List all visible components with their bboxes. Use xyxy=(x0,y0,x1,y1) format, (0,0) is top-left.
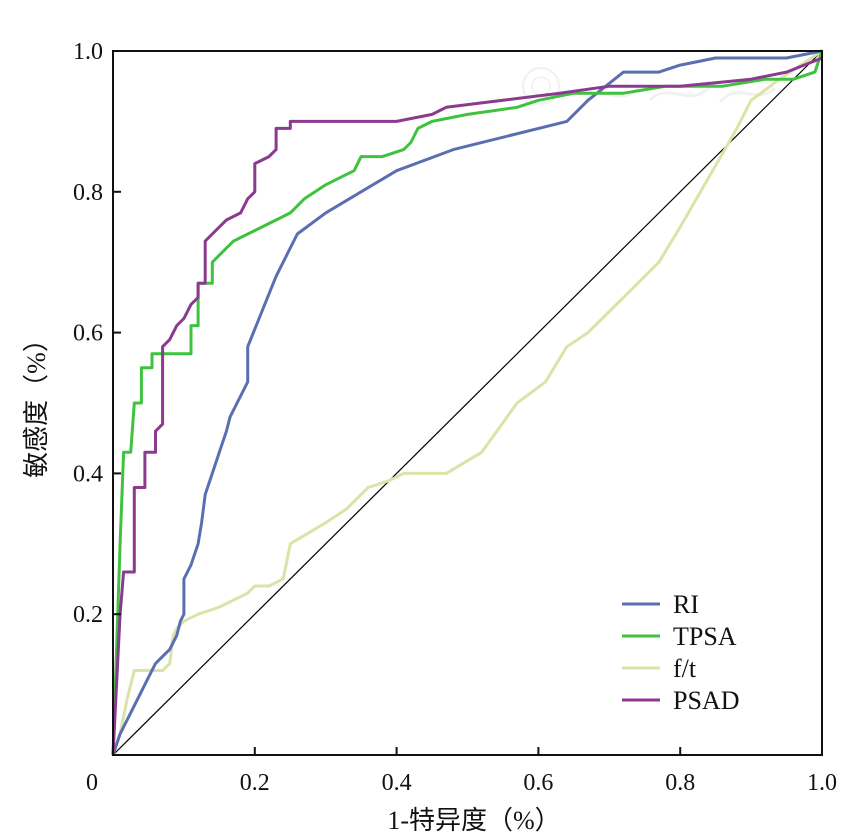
legend: RI TPSA f/t PSAD xyxy=(622,590,739,715)
legend-label-f-t: f/t xyxy=(673,654,697,683)
y-tick-label: 0.8 xyxy=(73,180,103,206)
reference-line-chance xyxy=(112,50,823,756)
watermark-seal xyxy=(522,67,560,105)
series-line-tpsa xyxy=(111,50,824,756)
y-tick-label: 0.6 xyxy=(73,321,103,347)
watermark-seal-inner xyxy=(531,76,551,96)
series-line-psad xyxy=(111,56,823,756)
legend-label-tpsa: TPSA xyxy=(673,622,737,651)
axes: 0 0.2 0.4 0.6 0.8 1.0 0.2 0.4 0.6 0.8 1.0 xyxy=(73,39,837,796)
x-tick-label: 0.4 xyxy=(382,770,412,796)
x-tick-label: 0.6 xyxy=(523,770,553,796)
y-tick-label: 0.2 xyxy=(73,602,103,628)
x-tick-label: 0.8 xyxy=(665,770,695,796)
x-tick-label: 0 xyxy=(86,770,98,796)
series-line-ri xyxy=(111,49,823,756)
x-tick-label: 0.2 xyxy=(240,770,270,796)
watermark xyxy=(522,67,777,105)
series-line-f-t xyxy=(111,49,823,756)
x-axis-label: 1-特异度（%） xyxy=(387,806,560,835)
y-axis-label: 敏感度（%） xyxy=(22,326,51,478)
plot-area xyxy=(111,49,824,756)
x-tick-label: 1.0 xyxy=(807,770,837,796)
y-tick-label: 1.0 xyxy=(73,39,103,65)
plot-frame xyxy=(112,50,823,756)
y-tick-label: 0.4 xyxy=(73,461,103,487)
legend-label-psad: PSAD xyxy=(673,686,739,715)
legend-label-ri: RI xyxy=(673,590,699,619)
